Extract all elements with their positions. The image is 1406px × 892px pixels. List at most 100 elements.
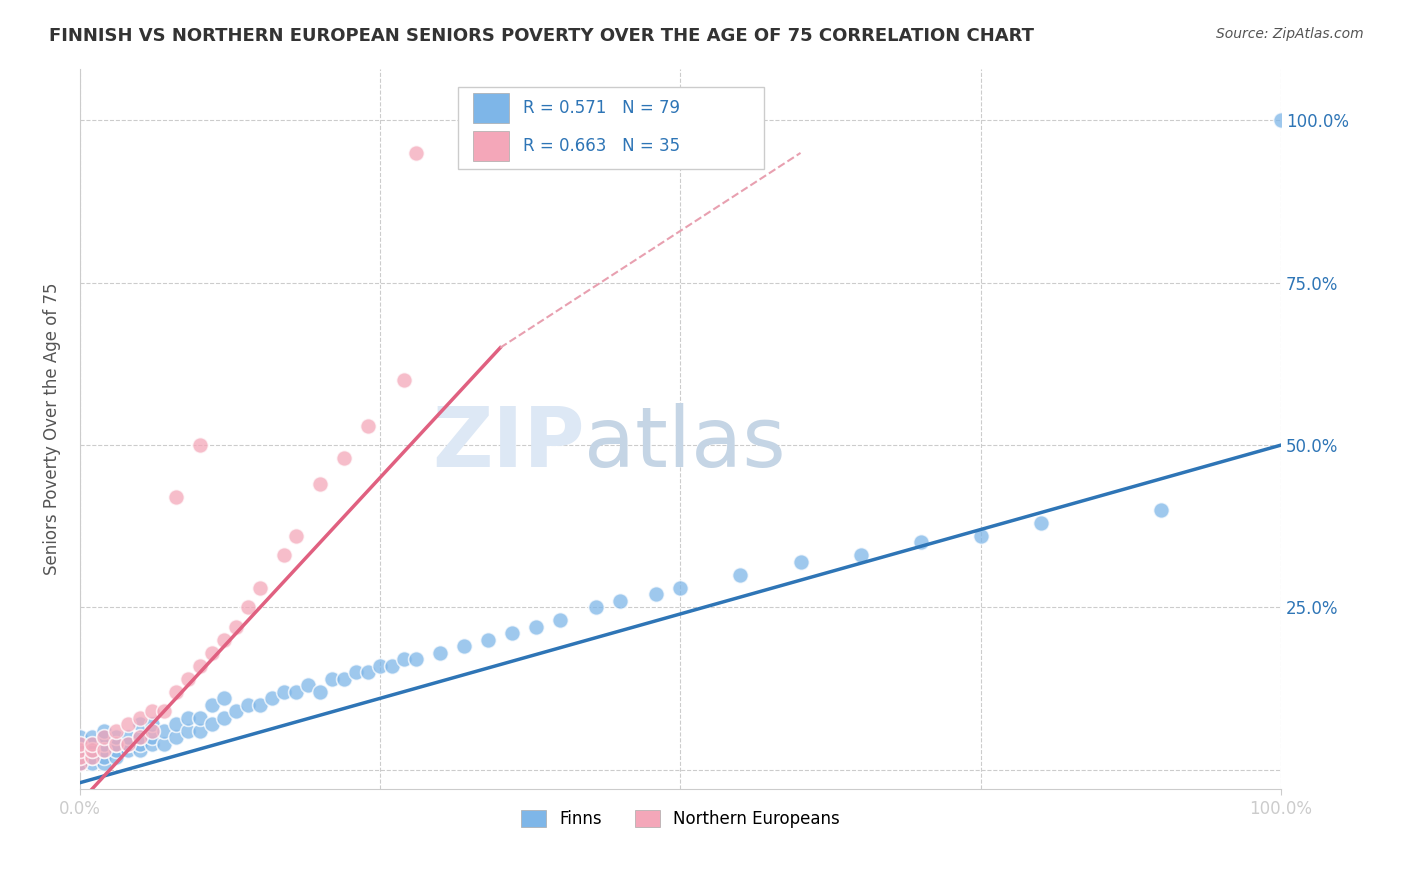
Point xyxy=(69,756,91,771)
Point xyxy=(141,717,163,731)
Point xyxy=(249,698,271,712)
Point xyxy=(104,737,127,751)
Point xyxy=(117,743,139,757)
Point xyxy=(93,737,115,751)
Point xyxy=(129,711,152,725)
Point xyxy=(236,600,259,615)
Point xyxy=(141,704,163,718)
Point xyxy=(165,731,187,745)
Point xyxy=(153,723,176,738)
Point xyxy=(80,749,103,764)
Point xyxy=(69,743,91,757)
Point xyxy=(910,535,932,549)
Point xyxy=(69,737,91,751)
Text: ZIP: ZIP xyxy=(432,403,585,483)
Point xyxy=(789,555,811,569)
Point xyxy=(550,614,572,628)
Point xyxy=(524,620,547,634)
Point xyxy=(236,698,259,712)
Point xyxy=(117,737,139,751)
Point xyxy=(69,749,91,764)
Point xyxy=(645,587,668,601)
Point xyxy=(212,711,235,725)
Point xyxy=(117,737,139,751)
Point xyxy=(141,723,163,738)
Point xyxy=(69,749,91,764)
Point xyxy=(177,711,200,725)
Point xyxy=(104,723,127,738)
Point xyxy=(357,665,380,680)
Point xyxy=(188,658,211,673)
Point xyxy=(69,749,91,764)
Point xyxy=(80,737,103,751)
Point xyxy=(104,731,127,745)
Point xyxy=(93,731,115,745)
Point xyxy=(188,438,211,452)
Point xyxy=(453,640,475,654)
Point xyxy=(225,704,247,718)
Point xyxy=(381,658,404,673)
Point xyxy=(69,731,91,745)
Point xyxy=(201,717,224,731)
Point xyxy=(165,685,187,699)
Point xyxy=(212,691,235,706)
Point xyxy=(129,743,152,757)
Point xyxy=(249,581,271,595)
Point xyxy=(405,652,427,666)
Point xyxy=(297,678,319,692)
Point xyxy=(849,549,872,563)
Point xyxy=(344,665,367,680)
Point xyxy=(93,756,115,771)
Bar xyxy=(472,93,509,123)
Point xyxy=(69,737,91,751)
Point xyxy=(585,600,607,615)
Point xyxy=(80,756,103,771)
Point xyxy=(129,731,152,745)
Point xyxy=(1150,503,1173,517)
Point xyxy=(104,737,127,751)
Point xyxy=(1270,113,1292,128)
Point xyxy=(405,145,427,160)
Legend: Finns, Northern Europeans: Finns, Northern Europeans xyxy=(515,804,846,835)
Point xyxy=(80,743,103,757)
Point xyxy=(117,717,139,731)
Point xyxy=(117,731,139,745)
Point xyxy=(273,549,295,563)
Point xyxy=(93,743,115,757)
Point xyxy=(429,646,451,660)
Point xyxy=(225,620,247,634)
Point xyxy=(80,743,103,757)
Point xyxy=(357,418,380,433)
Point xyxy=(69,743,91,757)
Point xyxy=(321,672,343,686)
Text: atlas: atlas xyxy=(585,403,786,483)
Point xyxy=(273,685,295,699)
Point xyxy=(129,731,152,745)
Point xyxy=(609,594,631,608)
Point xyxy=(333,451,356,466)
Point xyxy=(165,490,187,504)
Point xyxy=(93,743,115,757)
Point xyxy=(309,477,332,491)
Point xyxy=(153,704,176,718)
Point xyxy=(1029,516,1052,530)
Bar xyxy=(472,130,509,161)
Point xyxy=(129,717,152,731)
Point xyxy=(93,723,115,738)
Point xyxy=(80,731,103,745)
Point xyxy=(104,749,127,764)
Point xyxy=(392,652,415,666)
Point xyxy=(285,529,308,543)
Point xyxy=(93,731,115,745)
Point xyxy=(165,717,187,731)
Point xyxy=(201,698,224,712)
Point xyxy=(177,723,200,738)
Point xyxy=(188,711,211,725)
FancyBboxPatch shape xyxy=(458,87,765,169)
Text: R = 0.663   N = 35: R = 0.663 N = 35 xyxy=(523,136,681,154)
Point xyxy=(212,632,235,647)
Text: FINNISH VS NORTHERN EUROPEAN SENIORS POVERTY OVER THE AGE OF 75 CORRELATION CHAR: FINNISH VS NORTHERN EUROPEAN SENIORS POV… xyxy=(49,27,1035,45)
Point xyxy=(129,737,152,751)
Point xyxy=(69,743,91,757)
Point xyxy=(177,672,200,686)
